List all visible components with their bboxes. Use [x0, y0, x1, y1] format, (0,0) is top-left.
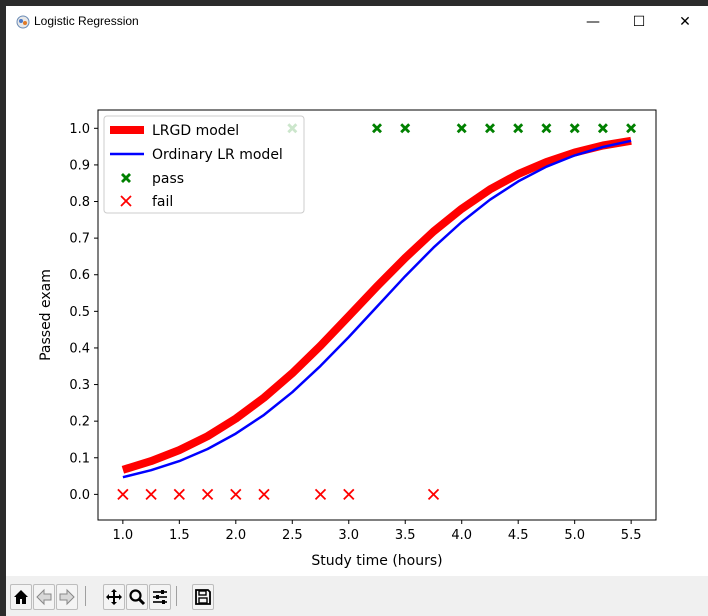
fail-point: [427, 488, 440, 501]
x-tick-label: 4.0: [451, 528, 472, 543]
x-tick-label: 3.5: [395, 528, 416, 543]
save-icon: [195, 589, 211, 605]
y-tick-label: 0.2: [69, 415, 90, 430]
pass-point: [541, 123, 552, 134]
window-title: Logistic Regression: [34, 14, 139, 28]
legend-label-ordinary: Ordinary LR model: [152, 147, 283, 163]
y-tick-label: 0.5: [69, 305, 90, 320]
y-tick-label: 0.6: [69, 268, 90, 283]
x-tick-label: 4.5: [508, 528, 529, 543]
legend: LRGD model Ordinary LR model pass fail: [103, 115, 305, 214]
back-arrow-icon: [36, 588, 52, 606]
x-tick-label: 3.0: [338, 528, 359, 543]
legend-label-pass: pass: [152, 171, 184, 187]
pan-icon: [106, 589, 122, 605]
y-tick-label: 0.0: [69, 488, 90, 503]
plot-frame: [97, 109, 657, 521]
toolbar-separator: [85, 586, 86, 606]
figure-canvas[interactable]: 1.0 1.5 2.0 2.5 3.0 3.5 4.0 4.5 5.0 5.5 0.0 0.1 0.2…: [6, 38, 708, 576]
maximize-button[interactable]: ☐: [616, 6, 662, 38]
zoom-icon: [129, 589, 146, 606]
chart: 1.0 1.5 2.0 2.5 3.0 3.5 4.0 4.5 5.0 5.5 0.0 0.1 0.2…: [38, 109, 657, 569]
pass-point: [485, 123, 495, 134]
toolbar-separator: [176, 586, 177, 606]
pass-point: [597, 123, 608, 134]
ordinary-lr-curve: [122, 139, 632, 479]
pass-point: [569, 123, 580, 134]
minimize-icon: —: [586, 14, 600, 30]
close-icon: ✕: [679, 14, 691, 30]
lrgd-curve: [121, 136, 632, 474]
fail-point: [314, 488, 327, 501]
y-tick-label: 0.8: [69, 195, 90, 210]
close-button[interactable]: ✕: [662, 6, 708, 38]
legend-marker-pass: [121, 173, 131, 183]
y-axis-label: Passed exam: [38, 269, 54, 361]
maximize-icon: ☐: [632, 14, 646, 30]
y-tick-label: 1.0: [69, 122, 90, 137]
pan-button[interactable]: [103, 584, 125, 610]
x-tick-label: 2.5: [282, 528, 303, 543]
pass-point: [456, 123, 467, 134]
home-icon: [14, 590, 28, 604]
title-bar: Logistic Regression — ☐ ✕: [6, 6, 708, 38]
x-tick-label: 1.0: [113, 528, 134, 543]
y-tick-label: 0.1: [69, 451, 90, 466]
legend-label-fail: fail: [152, 194, 173, 210]
fail-point: [201, 488, 214, 501]
forward-button[interactable]: [56, 584, 78, 610]
x-axis-label: Study time (hours): [311, 553, 442, 569]
fail-point: [145, 488, 157, 501]
forward-arrow-icon: [59, 588, 75, 606]
back-button[interactable]: [33, 584, 55, 610]
pass-point: [513, 123, 524, 134]
legend-box: [103, 115, 305, 214]
y-tick-label: 0.9: [69, 158, 90, 173]
fail-point: [343, 488, 355, 501]
pass-point: [626, 123, 637, 134]
configure-subplots-icon: [153, 590, 167, 604]
fail-point: [117, 488, 129, 501]
y-tick-label: 0.7: [69, 232, 90, 247]
x-tick-label: 5.0: [564, 528, 585, 543]
navigation-toolbar: [6, 576, 708, 616]
save-button[interactable]: [192, 584, 214, 610]
y-tick-label: 0.4: [69, 341, 90, 356]
fail-point: [173, 488, 185, 501]
legend-label-lrgd: LRGD model: [152, 123, 239, 139]
x-tick-label: 1.5: [169, 528, 190, 543]
fail-point: [258, 488, 270, 501]
pass-point: [400, 123, 411, 134]
x-tick-label: 5.5: [621, 528, 642, 543]
app-window: Logistic Regression — ☐ ✕ 1.0 1.5 2.0 2.5 3.…: [6, 6, 708, 616]
minimize-button[interactable]: —: [570, 6, 616, 38]
home-button[interactable]: [10, 584, 32, 610]
app-icon: [16, 15, 30, 29]
configure-subplots-button[interactable]: [149, 584, 171, 610]
zoom-button[interactable]: [126, 584, 148, 610]
fail-point: [230, 488, 242, 501]
legend-marker-fail: [120, 195, 132, 207]
x-tick-label: 2.0: [225, 528, 246, 543]
y-tick-label: 0.3: [69, 378, 90, 393]
pass-point: [372, 123, 382, 134]
